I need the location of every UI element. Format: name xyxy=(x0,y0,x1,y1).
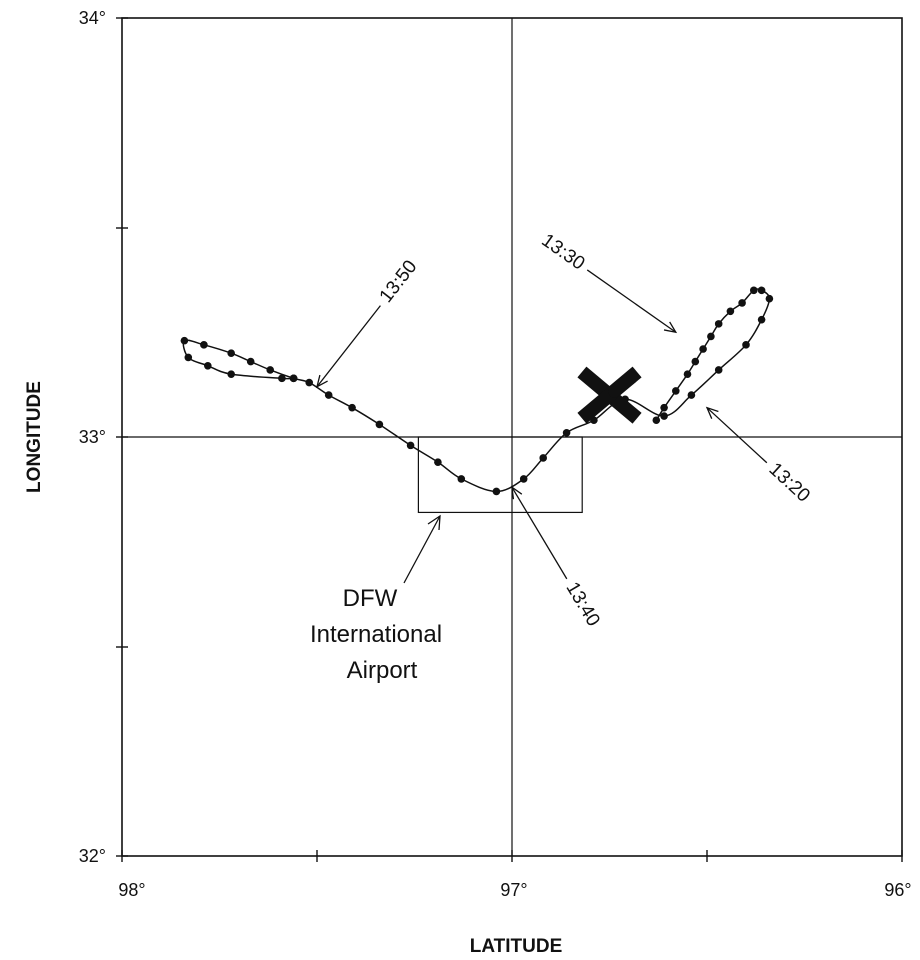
track-point-17 xyxy=(660,412,668,420)
y-tick-label-34: 34° xyxy=(79,8,106,28)
track-point-4 xyxy=(692,358,700,366)
track-point-33 xyxy=(247,358,255,366)
track-point-10 xyxy=(750,287,758,295)
track-point-7 xyxy=(715,320,723,328)
time-label-1340: 13:40 xyxy=(561,579,603,631)
track-point-22 xyxy=(520,475,528,483)
track-point-0 xyxy=(653,416,661,424)
y-tick-label-32: 32° xyxy=(79,846,106,866)
track-point-35 xyxy=(200,341,208,349)
track-point-27 xyxy=(376,421,384,429)
airport-label-line-2: International xyxy=(310,621,442,648)
track-point-34 xyxy=(227,349,235,357)
track-point-29 xyxy=(325,391,333,399)
track-point-15 xyxy=(715,366,723,374)
track-point-41 xyxy=(290,375,298,383)
flight-track-line xyxy=(183,289,769,491)
track-point-21 xyxy=(539,454,547,462)
flight-track-points xyxy=(181,287,774,496)
track-point-8 xyxy=(727,308,735,316)
time-label-1320: 13:20 xyxy=(765,459,814,507)
track-point-9 xyxy=(738,299,746,307)
time-label-1330: 13:30 xyxy=(537,230,588,275)
track-point-3 xyxy=(684,370,692,378)
track-point-16 xyxy=(688,391,696,399)
track-point-24 xyxy=(458,475,466,483)
time-arrow-line-0 xyxy=(317,306,380,387)
y-tick-label-33: 33° xyxy=(79,427,106,447)
time-label-1350: 13:50 xyxy=(376,256,422,306)
y-axis-label: LONGITUDE xyxy=(24,381,45,493)
x-axis-label: LATITUDE xyxy=(470,936,563,957)
track-point-32 xyxy=(266,366,274,374)
track-point-26 xyxy=(407,442,415,450)
time-arrow-line-3 xyxy=(512,487,567,579)
track-point-39 xyxy=(227,370,235,378)
x-tick-label-98: 98° xyxy=(118,880,145,900)
track-point-37 xyxy=(185,354,193,362)
track-point-28 xyxy=(348,404,356,412)
track-point-25 xyxy=(434,458,442,466)
track-point-38 xyxy=(204,362,212,370)
aircraft-crash-x-icon xyxy=(577,367,641,424)
track-point-20 xyxy=(563,429,571,437)
track-point-13 xyxy=(758,316,766,324)
x-tick-label-96: 96° xyxy=(884,880,911,900)
airport-arrow xyxy=(404,516,440,583)
track-point-6 xyxy=(707,333,715,341)
time-arrow-head-3 xyxy=(512,487,522,499)
track-point-1 xyxy=(660,404,668,412)
airport-label-line-3: Airport xyxy=(347,657,418,684)
x-tick-label-97: 97° xyxy=(500,880,527,900)
track-point-40 xyxy=(278,375,286,383)
track-point-11 xyxy=(758,287,766,295)
airport-box xyxy=(418,437,582,512)
track-point-2 xyxy=(672,387,680,395)
airport-label-line-1: DFW xyxy=(343,585,398,612)
track-point-30 xyxy=(305,379,313,387)
tick-marks xyxy=(116,18,902,862)
track-point-14 xyxy=(742,341,750,349)
track-point-5 xyxy=(699,345,707,353)
track-point-12 xyxy=(766,295,774,303)
track-point-36 xyxy=(181,337,189,345)
track-point-23 xyxy=(493,488,501,496)
time-arrow-line-2 xyxy=(707,408,767,463)
time-arrow-line-1 xyxy=(587,270,676,332)
